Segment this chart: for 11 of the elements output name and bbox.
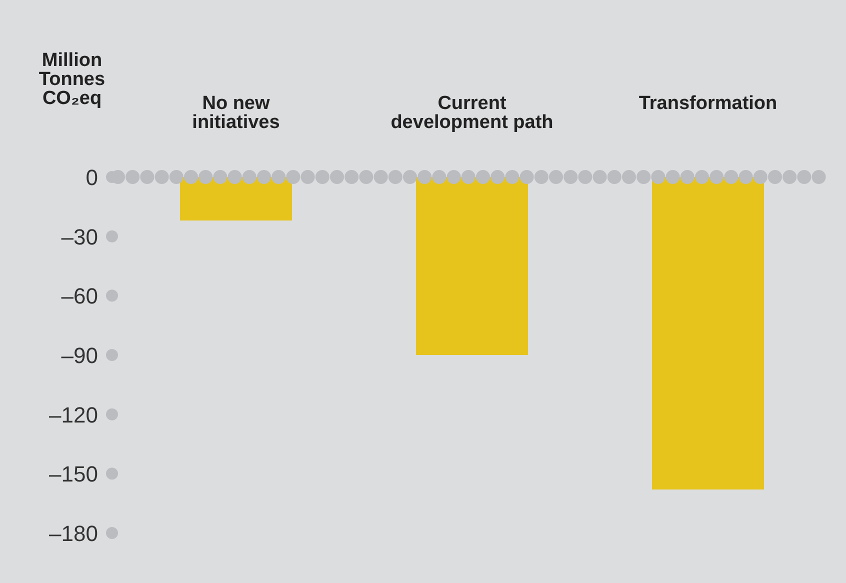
x-tick-label: Current development path — [390, 93, 554, 133]
y-tick-label: –30 — [61, 224, 98, 250]
y-tick-label: 0 — [86, 165, 98, 190]
y-tick-label: –150 — [49, 462, 98, 487]
y-tick-label: –60 — [61, 284, 98, 309]
y-tick-label: –90 — [61, 343, 98, 368]
y-tick-label: –180 — [49, 521, 98, 546]
x-tick-label: Transformation — [638, 93, 778, 114]
x-tick-label: No new initiatives — [192, 93, 280, 133]
y-axis-title: Million Tonnes CO₂eq — [38, 50, 106, 109]
y-tick-label: –120 — [49, 402, 98, 428]
